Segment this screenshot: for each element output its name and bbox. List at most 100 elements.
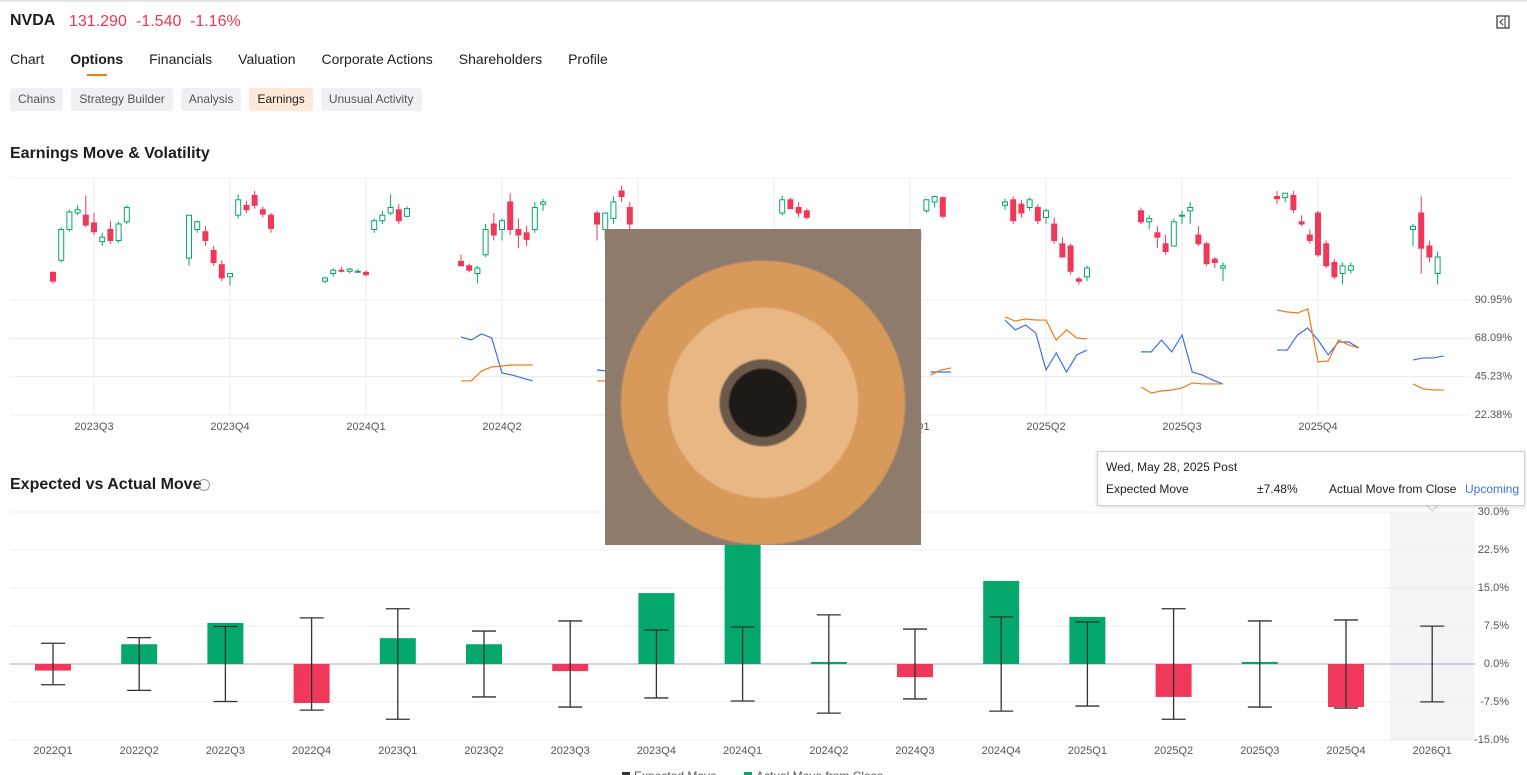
candle-body [1010, 199, 1017, 222]
chart-title: Expected vs Actual Move [10, 476, 202, 493]
candle-body [618, 190, 625, 197]
candle-body [1418, 212, 1425, 249]
legend-marker [744, 772, 752, 775]
candle-body [66, 211, 73, 230]
error-bar [1075, 621, 1100, 707]
error-bar [1334, 619, 1358, 709]
candle-body [379, 214, 386, 222]
tooltip: Wed, May 28, 2025 Post Expected Move ±7.… [1097, 451, 1525, 506]
candle-body [1410, 225, 1416, 230]
x-tick-label: 2022Q2 [120, 745, 159, 757]
tab[interactable]: Valuation [238, 51, 296, 67]
candle-body [1434, 256, 1441, 274]
tab[interactable]: Financials [149, 51, 213, 67]
candle-body [1282, 192, 1289, 199]
y-tick-label: 22.5% [1478, 544, 1509, 556]
candle-body [227, 273, 233, 278]
subtab[interactable]: Analysis [180, 88, 242, 111]
candle-body [594, 212, 600, 225]
candle-body [1323, 243, 1330, 267]
x-tick-label: 2025Q3 [1162, 421, 1201, 433]
candle-body [235, 199, 242, 216]
subtab[interactable]: Strategy Builder [71, 88, 173, 111]
y-tick-label: 15.0% [1478, 582, 1509, 594]
tab[interactable]: Profile [568, 51, 608, 67]
candle-body [610, 201, 617, 219]
candle-body [99, 236, 106, 243]
candle-body [1002, 201, 1008, 206]
candle-body [931, 196, 938, 203]
x-tick-label: 2025Q1 [1068, 745, 1107, 757]
candle-body [602, 212, 609, 230]
tab[interactable]: Options [70, 51, 123, 76]
iv-line [1004, 319, 1088, 374]
x-tick-label: 2024Q4 [982, 745, 1021, 757]
candle-body [531, 207, 538, 230]
candle-body [91, 222, 97, 233]
x-tick-label: 2023Q3 [551, 745, 590, 757]
tab[interactable]: Shareholders [458, 51, 543, 67]
x-tick-label: 2024Q2 [809, 745, 848, 757]
error-bar [989, 616, 1014, 712]
x-tick-label: 2025Q4 [1298, 421, 1337, 433]
x-tick-label: 2023Q1 [378, 745, 417, 757]
x-tick-label: 2022Q3 [206, 745, 245, 757]
subtab[interactable]: Earnings [249, 88, 313, 111]
error-bar [558, 620, 583, 708]
error-bar [816, 614, 841, 714]
candle-body [194, 221, 201, 231]
error-bar [127, 637, 152, 691]
y-tick-label: 7.5% [1484, 620, 1509, 632]
iv-line [1412, 355, 1444, 361]
subtab[interactable]: Unusual Activity [320, 88, 422, 111]
error-bar [1161, 608, 1186, 720]
candle-body [1306, 234, 1313, 241]
legend-label: Expected Move [634, 769, 717, 775]
y-tick-label: -15.0% [1474, 734, 1509, 746]
candle-body [1084, 267, 1090, 278]
candle-body [123, 207, 130, 223]
x-tick-label: 2025Q3 [1240, 745, 1279, 757]
candle-body [268, 214, 274, 229]
error-bar [903, 628, 927, 700]
tab[interactable]: Corporate Actions [321, 51, 433, 67]
iv-line [1412, 383, 1444, 391]
candle-body [1034, 207, 1041, 222]
candle-body [1026, 199, 1033, 209]
x-tick-label: 2023Q2 [464, 745, 503, 757]
candle-body [210, 249, 217, 263]
tab[interactable]: Chart [10, 51, 45, 67]
price-change: -1.540 [136, 13, 182, 30]
candle-body [371, 220, 378, 230]
candle-body [346, 268, 353, 272]
tooltip-date: Wed, May 28, 2025 Post [1106, 460, 1238, 474]
tooltip-value: ±7.48% [1257, 482, 1298, 496]
error-bar [730, 626, 755, 702]
x-tick-label: 2022Q4 [292, 745, 331, 757]
info-icon [198, 479, 210, 491]
x-tick-label: 2026Q1 [1413, 745, 1452, 757]
price: 131.290 [69, 13, 127, 30]
candle-body [1170, 221, 1177, 247]
error-bar [1247, 620, 1272, 708]
tooltip-pointer [1425, 504, 1439, 512]
iv-line [460, 333, 533, 382]
x-tick-label: 2023Q4 [637, 745, 676, 757]
candle-body [795, 207, 802, 214]
legend-label: Actual Move from Close [756, 769, 884, 775]
collapse-icon[interactable] [1496, 15, 1510, 29]
candle-body [74, 209, 81, 214]
candle-body [1331, 262, 1338, 278]
x-tick-label: 2024Q1 [723, 745, 762, 757]
subtab[interactable]: Chains [10, 88, 64, 111]
ticker: NVDA [10, 12, 56, 29]
candle-body [779, 199, 786, 214]
subtab-bar: Chains Strategy Builder Analysis Earnings Un… [10, 88, 422, 111]
candle-body [1211, 258, 1218, 264]
candle-body [474, 267, 481, 274]
error-bar [213, 625, 238, 703]
error-bar [385, 608, 410, 720]
iv-line [1141, 333, 1224, 385]
candle-body [202, 231, 209, 241]
